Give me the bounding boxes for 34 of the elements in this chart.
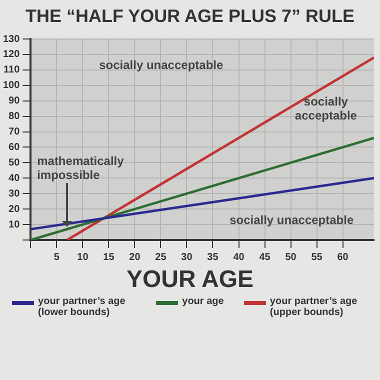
x-tick-label: 20 <box>129 252 141 263</box>
annotation: mathematically impossible <box>37 154 124 182</box>
x-tick-label: 55 <box>311 252 323 263</box>
x-tick-label: 35 <box>207 252 219 263</box>
y-tick-label: 60 <box>8 142 20 153</box>
x-tick-label: 25 <box>155 252 167 263</box>
y-tick-label: 120 <box>2 49 20 60</box>
y-tick-label: 110 <box>4 64 20 76</box>
legend-label: your partner’s age (lower bounds) <box>38 296 126 318</box>
x-tick-label: 40 <box>233 252 245 263</box>
x-tick-label: 15 <box>103 252 115 263</box>
y-tick-label: 130 <box>2 34 20 45</box>
annotation: socially acceptable <box>294 94 358 122</box>
x-axis-title: YOUR AGE <box>125 266 255 295</box>
y-tick-label: 20 <box>8 204 20 215</box>
x-tick-label: 5 <box>54 252 60 263</box>
x-tick-label: 45 <box>259 252 271 263</box>
x-tick-label: 60 <box>337 252 349 263</box>
y-tick-label: 70 <box>8 126 20 138</box>
y-tick-label: 30 <box>8 188 20 200</box>
annotation: socially unacceptable <box>230 212 354 227</box>
legend-label: your partner’s age (upper bounds) <box>270 296 358 318</box>
annotation: socially unacceptable <box>99 58 224 72</box>
x-tick-label: 10 <box>77 252 89 263</box>
y-tick-label: 40 <box>8 172 20 184</box>
y-tick-label: 90 <box>8 96 20 107</box>
y-tick-label: 50 <box>8 157 20 168</box>
y-tick-label: 100 <box>2 80 20 92</box>
x-tick-label: 50 <box>285 252 297 263</box>
chart-title: THE “HALF YOUR AGE PLUS 7” RULE <box>24 6 356 28</box>
y-tick-label: 10 <box>8 219 20 230</box>
legend-label: your age <box>182 296 224 307</box>
x-tick-label: 30 <box>181 252 193 263</box>
y-tick-label: 80 <box>8 111 20 122</box>
